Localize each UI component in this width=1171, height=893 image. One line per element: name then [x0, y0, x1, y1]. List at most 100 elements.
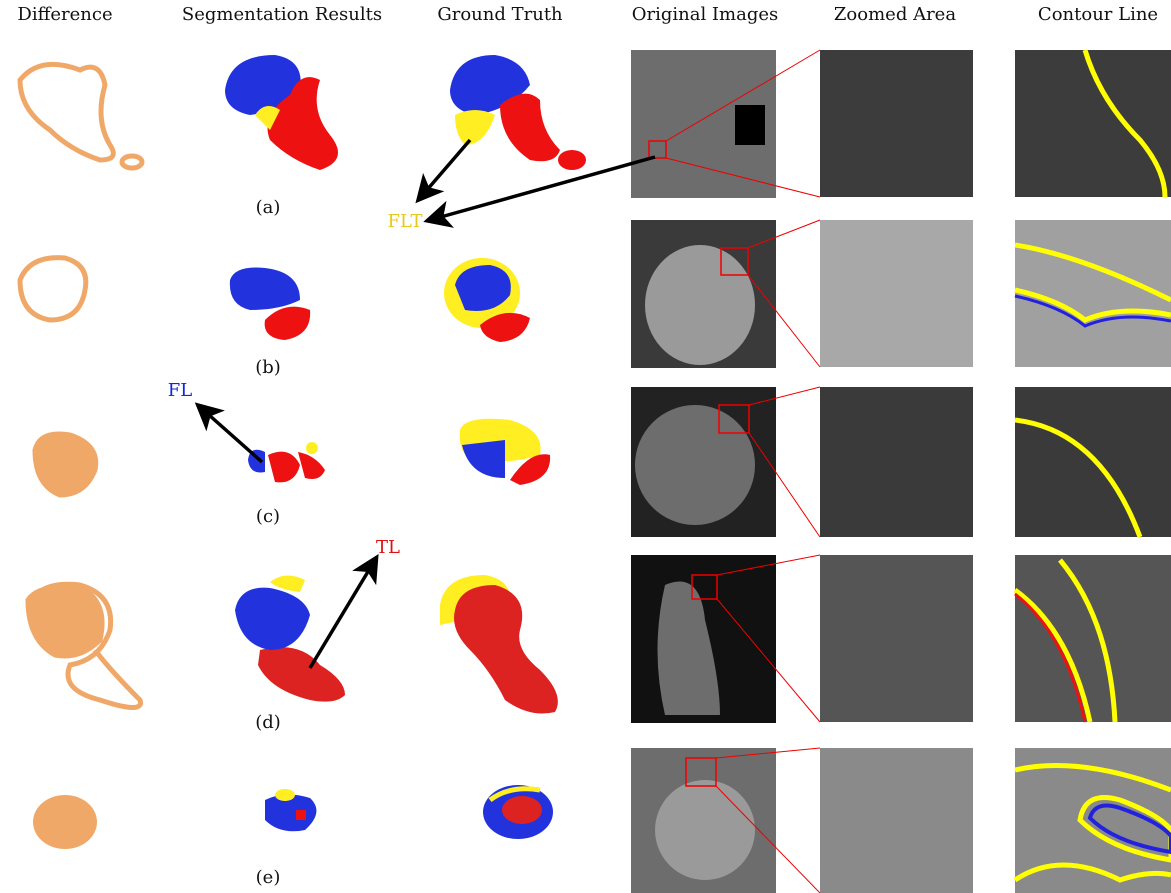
aorta — [645, 245, 755, 365]
flt-region — [270, 575, 305, 592]
tl-region — [480, 312, 530, 342]
fl-region — [225, 55, 301, 115]
annotation-tl: TL — [376, 537, 400, 558]
contour-line — [1013, 862, 1171, 883]
zoom-box — [648, 140, 667, 159]
tl-region — [264, 306, 311, 340]
header: Ground Truth — [437, 4, 563, 25]
row-label: (a) — [256, 197, 281, 218]
zoom-box — [718, 404, 750, 434]
contour-line — [1014, 763, 1171, 793]
difference-maps — [17, 61, 145, 849]
aorta — [635, 405, 755, 525]
row-label: (d) — [255, 712, 281, 733]
zoomed-area — [820, 555, 973, 722]
zoom-box — [720, 247, 749, 276]
header: Contour Line — [1038, 4, 1158, 25]
zoom-lines — [665, 49, 821, 893]
header: Segmentation Results — [182, 4, 382, 25]
tl-region — [298, 452, 325, 479]
annotation-fl: FL — [168, 380, 192, 401]
tl-region — [502, 796, 542, 824]
annotations: FLT FL TL — [168, 138, 656, 669]
headers: Difference Segmentation Results Ground T… — [17, 4, 1158, 25]
row-label: (b) — [255, 357, 281, 378]
tl-region — [510, 454, 551, 485]
arrow — [423, 155, 656, 228]
zoom-line — [747, 274, 821, 368]
annotation-flt: FLT — [388, 211, 423, 232]
zoom-line — [716, 598, 821, 723]
aorta — [657, 581, 720, 715]
zoom-line — [665, 49, 821, 142]
row-label: (c) — [256, 506, 280, 527]
row-labels: (a) (b) (c) (d) (e) — [255, 197, 281, 888]
contour-image — [1015, 555, 1171, 722]
difference-map — [32, 431, 99, 498]
fl-region — [265, 794, 317, 832]
contour-line — [1014, 592, 1087, 723]
contour-line — [1014, 287, 1171, 323]
contour-line — [1082, 49, 1168, 198]
zoomed-area — [820, 387, 973, 537]
zoom-line — [748, 432, 821, 538]
zoom-line — [716, 554, 821, 576]
tl-region — [268, 451, 300, 483]
flt-region — [255, 106, 280, 130]
difference-map — [27, 581, 143, 710]
contour-line — [1058, 558, 1118, 723]
tl-region — [500, 93, 560, 162]
fl-region — [455, 265, 511, 311]
zoomed-area — [820, 748, 973, 893]
difference-map — [119, 153, 145, 171]
zoomed-areas — [820, 50, 973, 893]
zoom-box — [691, 574, 718, 600]
contour-line — [1077, 795, 1171, 863]
tl-region — [454, 585, 558, 714]
difference-map — [33, 795, 97, 849]
difference-map — [17, 255, 89, 323]
contour-images — [1013, 49, 1171, 893]
fl-region — [235, 587, 310, 650]
header: Difference — [17, 4, 112, 25]
difference-map — [17, 61, 116, 163]
tl-region — [258, 647, 345, 702]
zoomed-area — [820, 220, 973, 367]
segmentation-maps — [225, 55, 345, 832]
zoomed-area — [820, 50, 973, 197]
original-images — [631, 50, 776, 893]
flt-region — [306, 442, 318, 454]
row-label: (e) — [256, 867, 281, 888]
zoom-line — [715, 785, 821, 893]
fl-region — [229, 267, 300, 310]
zoom-line — [665, 157, 821, 198]
zoom-line — [715, 747, 821, 759]
ground-truth-maps — [440, 55, 586, 839]
tl-region — [267, 77, 338, 170]
arrow — [308, 554, 379, 669]
contour-image — [1015, 220, 1171, 367]
flt-region — [275, 789, 295, 801]
contour-line — [1014, 294, 1171, 328]
header: Original Images — [632, 4, 779, 25]
zoom-line — [748, 386, 821, 406]
difference-map — [25, 585, 105, 659]
aorta — [655, 780, 755, 880]
contour-line — [1013, 587, 1093, 723]
zoom-box — [685, 757, 717, 787]
tl-region — [296, 810, 306, 820]
contour-line — [1014, 242, 1171, 303]
fl-region — [462, 440, 505, 478]
contour-line — [1014, 417, 1143, 538]
airway — [735, 105, 765, 145]
flt-region — [488, 786, 541, 803]
arrow — [415, 138, 472, 204]
zoom-line — [747, 219, 821, 249]
header: Zoomed Area — [834, 4, 956, 25]
flt-region — [455, 110, 495, 145]
tl-region — [558, 150, 586, 170]
arrow — [194, 402, 264, 464]
